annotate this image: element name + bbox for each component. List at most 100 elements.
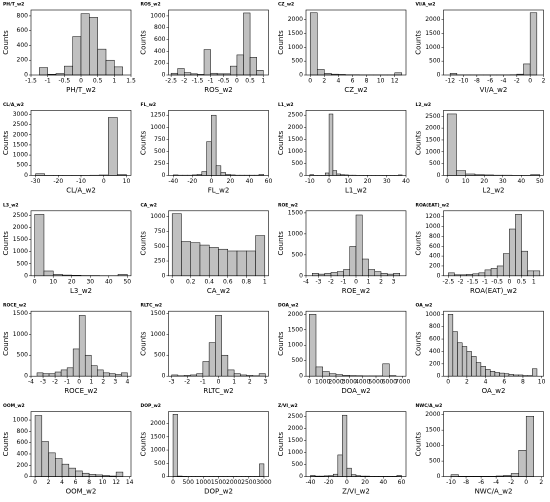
bar bbox=[75, 470, 83, 477]
bar bbox=[206, 141, 212, 176]
bar bbox=[523, 63, 531, 76]
x-tick-label: -0.5 bbox=[218, 78, 230, 85]
x-tick-label: -10 bbox=[76, 178, 86, 185]
bar bbox=[230, 65, 238, 76]
y-tick-label: 2000 bbox=[425, 16, 440, 23]
panel-title: FL_w2 bbox=[141, 102, 156, 108]
x-tick-label: 7000 bbox=[395, 379, 410, 386]
x-tick-label: 10 bbox=[462, 178, 470, 185]
axes-frame bbox=[305, 110, 407, 176]
y-tick-label: 0 bbox=[437, 72, 441, 79]
bar bbox=[103, 372, 110, 377]
y-axis-label: Counts bbox=[2, 30, 10, 55]
y-tick-label: 400 bbox=[154, 48, 166, 55]
bar bbox=[521, 250, 528, 277]
bar bbox=[60, 369, 68, 377]
x-tick-label: -6 bbox=[478, 479, 484, 486]
y-tick-label: 1000 bbox=[288, 449, 303, 456]
bar bbox=[221, 354, 229, 377]
x-tick-label: 0 bbox=[307, 379, 311, 386]
y-tick-label: 1000 bbox=[150, 331, 165, 338]
x-tick-label: 10 bbox=[377, 78, 385, 85]
x-tick-label: 20 bbox=[480, 178, 488, 185]
y-tick-label: 1500 bbox=[425, 136, 440, 143]
x-tick-label: 10 bbox=[538, 379, 546, 386]
x-tick-label: 60 bbox=[398, 479, 406, 486]
x-tick-label: 10 bbox=[49, 278, 57, 285]
bar bbox=[315, 366, 323, 377]
y-tick-label: 1000 bbox=[288, 44, 303, 51]
y-tick-label: 1500 bbox=[13, 310, 28, 317]
bar bbox=[233, 373, 241, 377]
bar bbox=[480, 366, 486, 377]
x-tick-label: 20 bbox=[364, 178, 372, 185]
x-tick-label: -3 bbox=[169, 379, 175, 386]
y-tick-label: 500 bbox=[17, 260, 29, 267]
y-tick-label: 1000 bbox=[425, 148, 440, 155]
x-tick-label: 0.6 bbox=[223, 278, 233, 285]
x-axis-label: CA_w2 bbox=[207, 287, 230, 295]
bar bbox=[494, 372, 500, 377]
y-axis-label: Counts bbox=[140, 231, 148, 256]
x-tick-label: 3000 bbox=[256, 479, 271, 486]
x-tick-label: 2 bbox=[379, 278, 383, 285]
x-tick-label: -2 bbox=[181, 78, 187, 85]
bar bbox=[374, 271, 382, 277]
bar bbox=[48, 452, 56, 477]
panel-title: OOM_w2 bbox=[3, 403, 25, 409]
bar bbox=[362, 258, 369, 277]
bar bbox=[259, 463, 265, 477]
panel-title: PH/T_w2 bbox=[3, 2, 24, 8]
y-tick-label: 200 bbox=[17, 462, 29, 469]
bar bbox=[503, 373, 510, 377]
bar bbox=[452, 331, 458, 377]
y-tick-label: 2000 bbox=[425, 411, 440, 418]
x-tick-label: 2 bbox=[101, 379, 105, 386]
y-tick-label: 600 bbox=[154, 36, 166, 43]
bar bbox=[485, 369, 491, 377]
x-tick-label: 1 bbox=[112, 78, 116, 85]
bar bbox=[525, 415, 534, 477]
x-tick-label: 6 bbox=[351, 78, 355, 85]
bar bbox=[446, 113, 457, 176]
bar bbox=[64, 65, 73, 76]
axes-frame bbox=[30, 310, 132, 377]
bar bbox=[475, 362, 482, 377]
y-axis-label: Counts bbox=[140, 30, 148, 55]
bar bbox=[34, 214, 45, 277]
axes-frame bbox=[443, 310, 544, 377]
bar bbox=[518, 450, 527, 477]
y-tick-label: 500 bbox=[429, 160, 441, 167]
bar bbox=[105, 59, 115, 76]
histogram-panel: OOM_w2 0 200 400 600 800 1000 0 2 4 6 8 10 12 14 OOM_w2… bbox=[2, 403, 134, 496]
y-tick-label: 2500 bbox=[288, 413, 303, 420]
bar bbox=[322, 371, 330, 377]
x-tick-label: -1.5 bbox=[25, 78, 37, 85]
x-tick-label: 0 bbox=[345, 479, 349, 486]
bar bbox=[184, 72, 192, 76]
bar bbox=[255, 235, 266, 277]
y-tick-label: 2000 bbox=[288, 16, 303, 23]
x-axis-label: CL/A_w2 bbox=[66, 186, 96, 194]
x-tick-label: 0 bbox=[33, 278, 37, 285]
x-tick-label: 1.5 bbox=[126, 78, 136, 85]
y-tick-label: 0 bbox=[437, 373, 441, 380]
bar bbox=[54, 371, 62, 377]
y-tick-label: 250 bbox=[154, 160, 166, 167]
bar bbox=[332, 170, 338, 176]
y-tick-label: 2000 bbox=[425, 125, 440, 132]
bar bbox=[317, 69, 325, 76]
y-tick-label: 0 bbox=[162, 272, 166, 279]
x-tick-label: 20 bbox=[361, 479, 369, 486]
x-tick-label: 4 bbox=[125, 379, 129, 386]
bar bbox=[342, 414, 348, 477]
x-tick-label: 1 bbox=[261, 78, 265, 85]
y-tick-label: 0 bbox=[437, 172, 441, 179]
x-tick-label: 40 bbox=[105, 278, 113, 285]
x-axis-label: DOA_w2 bbox=[341, 387, 370, 395]
panel-title: VI/A_w2 bbox=[416, 2, 436, 8]
